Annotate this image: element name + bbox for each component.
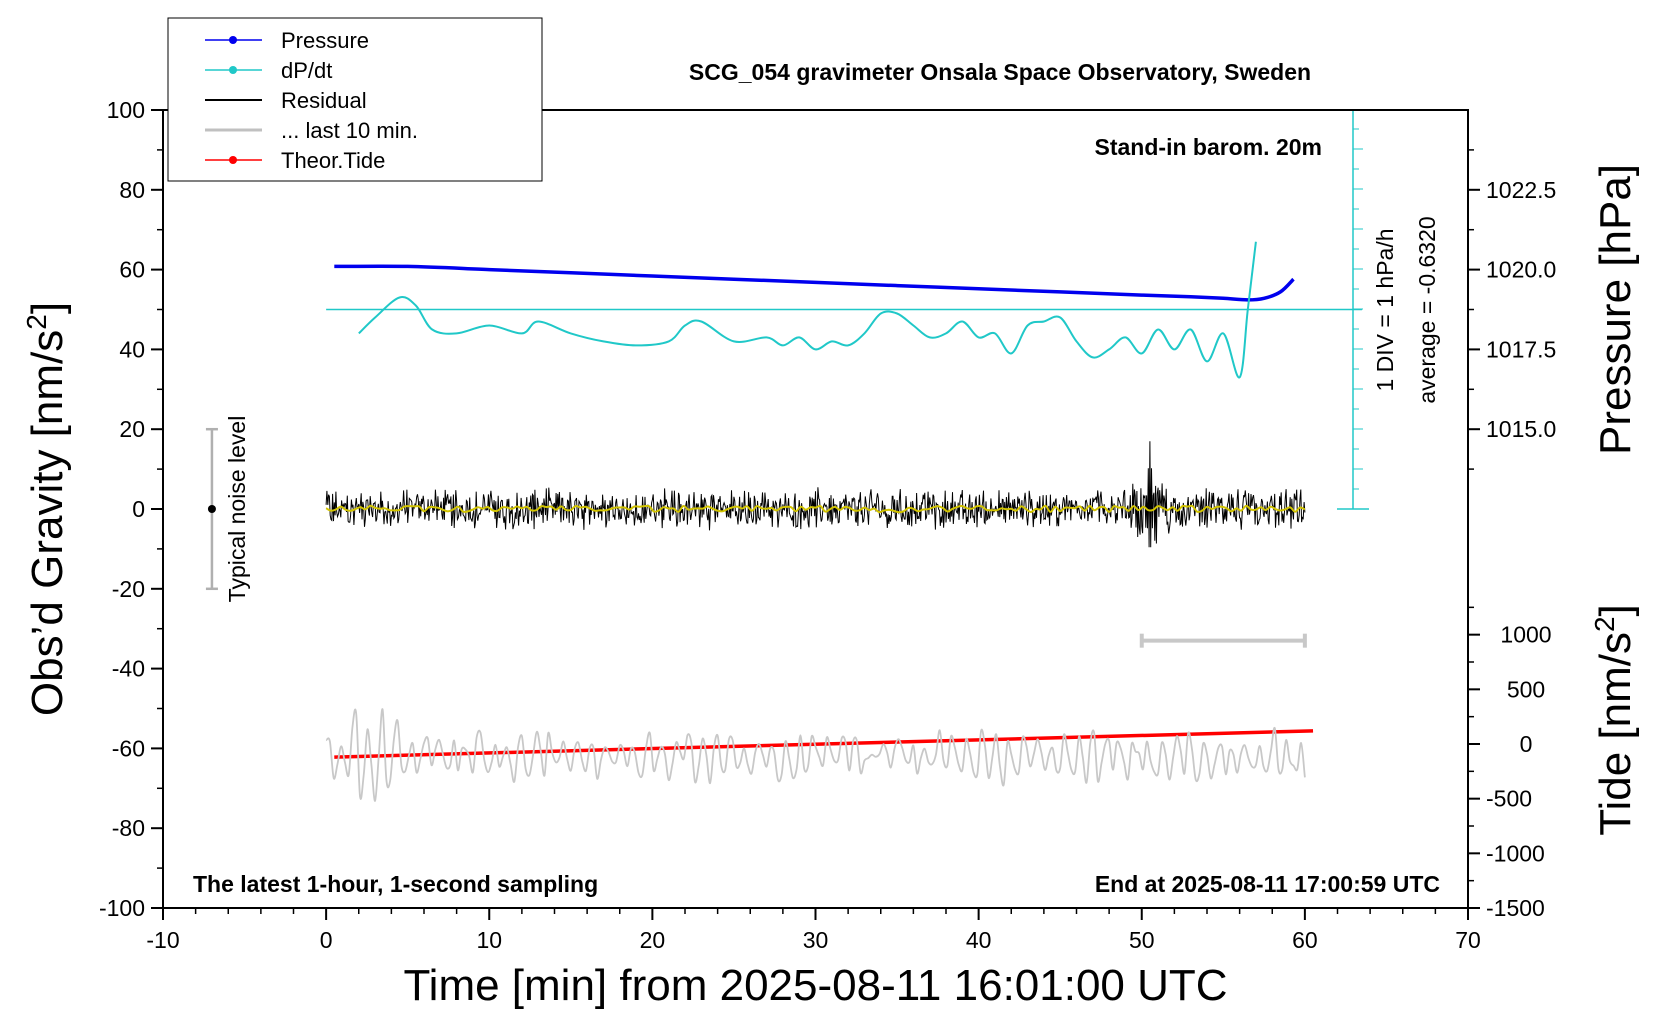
- noise-label: Typical noise level: [224, 416, 250, 603]
- series-dpdt-line: [358, 241, 1257, 379]
- y-left-tick-label: 20: [119, 416, 145, 442]
- y-pressure-axis-title: Pressure [hPa]: [1591, 164, 1640, 455]
- y-pressure-tick-label: 1017.5: [1486, 336, 1556, 362]
- y-left-tick-label: -40: [112, 656, 145, 682]
- end-at-note: End at 2025-08-11 17:00:59 UTC: [1095, 871, 1440, 897]
- y-left-tick-label: 0: [132, 496, 145, 522]
- y-left-tick-label: 40: [119, 336, 145, 362]
- x-tick-label: 20: [640, 927, 666, 953]
- y-tide-tick-label: -1000: [1486, 840, 1545, 866]
- y-left-axis-title: Obs’d Gravity [nm/s2]: [21, 302, 72, 716]
- x-tick-label: 30: [803, 927, 829, 953]
- series-tide-residual-line: [325, 708, 1306, 802]
- y-tide-tick-label: 500: [1507, 676, 1545, 702]
- y-tide-tick-label: 1000: [1500, 622, 1551, 648]
- y-pressure-tick-label: 1020.0: [1486, 257, 1556, 283]
- x-axis-title: Time [min] from 2025-08-11 16:01:00 UTC: [403, 961, 1227, 1010]
- x-tick-label: 40: [966, 927, 992, 953]
- x-tick-label: 50: [1129, 927, 1155, 953]
- x-tick-label: 0: [320, 927, 333, 953]
- legend-item-label: Residual: [281, 88, 367, 113]
- chart-title: SCG_054 gravimeter Onsala Space Observat…: [689, 59, 1311, 85]
- legend-item-label: Theor.Tide: [281, 148, 385, 173]
- legend-swatch-dot: [229, 156, 237, 164]
- y-tide-axis-title: Tide [nm/s2]: [1589, 604, 1640, 836]
- y-tide-tick-label: 0: [1520, 731, 1533, 757]
- div-label: 1 DIV = 1 hPa/h: [1372, 228, 1398, 391]
- legend-item-label: ... last 10 min.: [281, 118, 418, 143]
- series-residual-line: [325, 441, 1306, 548]
- x-tick-label: 10: [476, 927, 502, 953]
- y-left-tick-label: -100: [99, 895, 145, 921]
- legend-item-label: Pressure: [281, 28, 369, 53]
- stand-in-note: Stand-in barom. 20m: [1095, 134, 1322, 160]
- y-left-tick-label: -60: [112, 735, 145, 761]
- y-pressure-tick-label: 1022.5: [1486, 177, 1556, 203]
- y-pressure-tick-label: 1015.0: [1486, 416, 1556, 442]
- series-pressure-line: [334, 264, 1295, 302]
- legend-swatch-dot: [229, 36, 237, 44]
- legend-swatch-dot: [229, 66, 237, 74]
- x-tick-label: -10: [146, 927, 179, 953]
- y-left-tick-label: 100: [107, 97, 145, 123]
- y-left-tick-label: 60: [119, 257, 145, 283]
- y-left-tick-label: 80: [119, 177, 145, 203]
- average-label: average = -0.6320: [1414, 216, 1440, 403]
- y-tide-tick-label: -500: [1486, 786, 1532, 812]
- series-residual-smooth: [325, 504, 1306, 514]
- y-tide-tick-label: -1500: [1486, 895, 1545, 921]
- x-tick-label: 70: [1455, 927, 1481, 953]
- y-left-tick-label: -80: [112, 815, 145, 841]
- legend-item-label: dP/dt: [281, 58, 332, 83]
- y-left-tick-label: -20: [112, 576, 145, 602]
- noise-level-dot: [207, 505, 216, 513]
- latest-note: The latest 1-hour, 1-second sampling: [193, 871, 598, 897]
- x-tick-label: 60: [1292, 927, 1318, 953]
